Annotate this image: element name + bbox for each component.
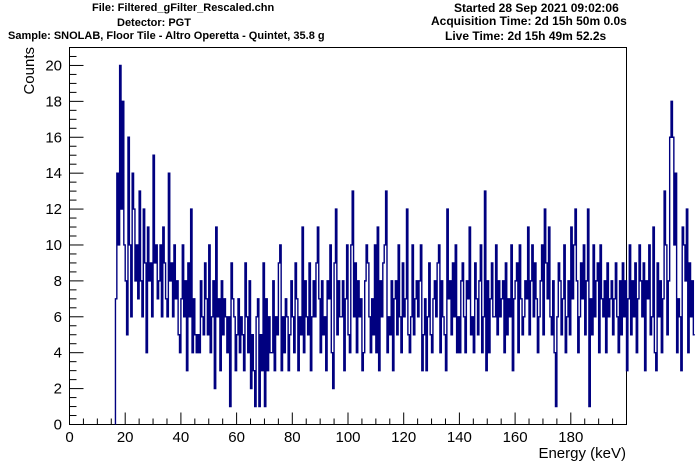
x-tick-label: 160 [503,429,528,446]
y-tick-label: 12 [45,201,62,218]
y-tick-label: 20 [45,57,62,74]
y-tick-label: 0 [54,417,62,434]
acquisition-time-label: Acquisition Time: 2d 15h 50m 0.0s [431,14,627,28]
detector-label: Detector: PGT [117,17,191,29]
live-time-label: Live Time: 2d 15h 49m 52.2s [445,29,607,43]
y-tick-label: 14 [45,165,62,182]
file-label: File: Filtered_gFilter_Rescaled.chn [92,2,275,14]
sample-label: Sample: SNOLAB, Floor Tile - Altro Opere… [8,30,325,42]
x-axis-title: Energy (keV) [538,445,626,462]
x-tick-label: 60 [228,429,245,446]
spectrum-series [114,64,695,425]
x-axis: 0 20 40 60 80 100 120 140 160 180 [65,412,614,446]
start-time-label: Started 28 Sep 2021 09:02:06 [454,1,619,15]
x-tick-label: 0 [65,429,73,446]
y-tick-label: 6 [54,309,62,326]
y-tick-label: 10 [45,237,62,254]
x-tick-label: 100 [335,429,360,446]
x-tick-label: 180 [558,429,583,446]
y-tick-label: 2 [54,381,62,398]
y-axis-title: Counts [21,47,38,95]
y-tick-label: 18 [45,93,62,110]
y-tick-label: 4 [54,345,62,362]
x-tick-label: 80 [284,429,301,446]
y-axis: 0 2 4 6 8 10 12 14 16 18 20 [45,55,84,434]
x-tick-label: 120 [391,429,416,446]
spectrum-line [114,64,695,425]
y-tick-label: 16 [45,129,62,146]
x-tick-label: 20 [117,429,134,446]
x-tick-label: 40 [173,429,190,446]
y-tick-label: 8 [54,273,62,290]
x-tick-label: 140 [447,429,472,446]
